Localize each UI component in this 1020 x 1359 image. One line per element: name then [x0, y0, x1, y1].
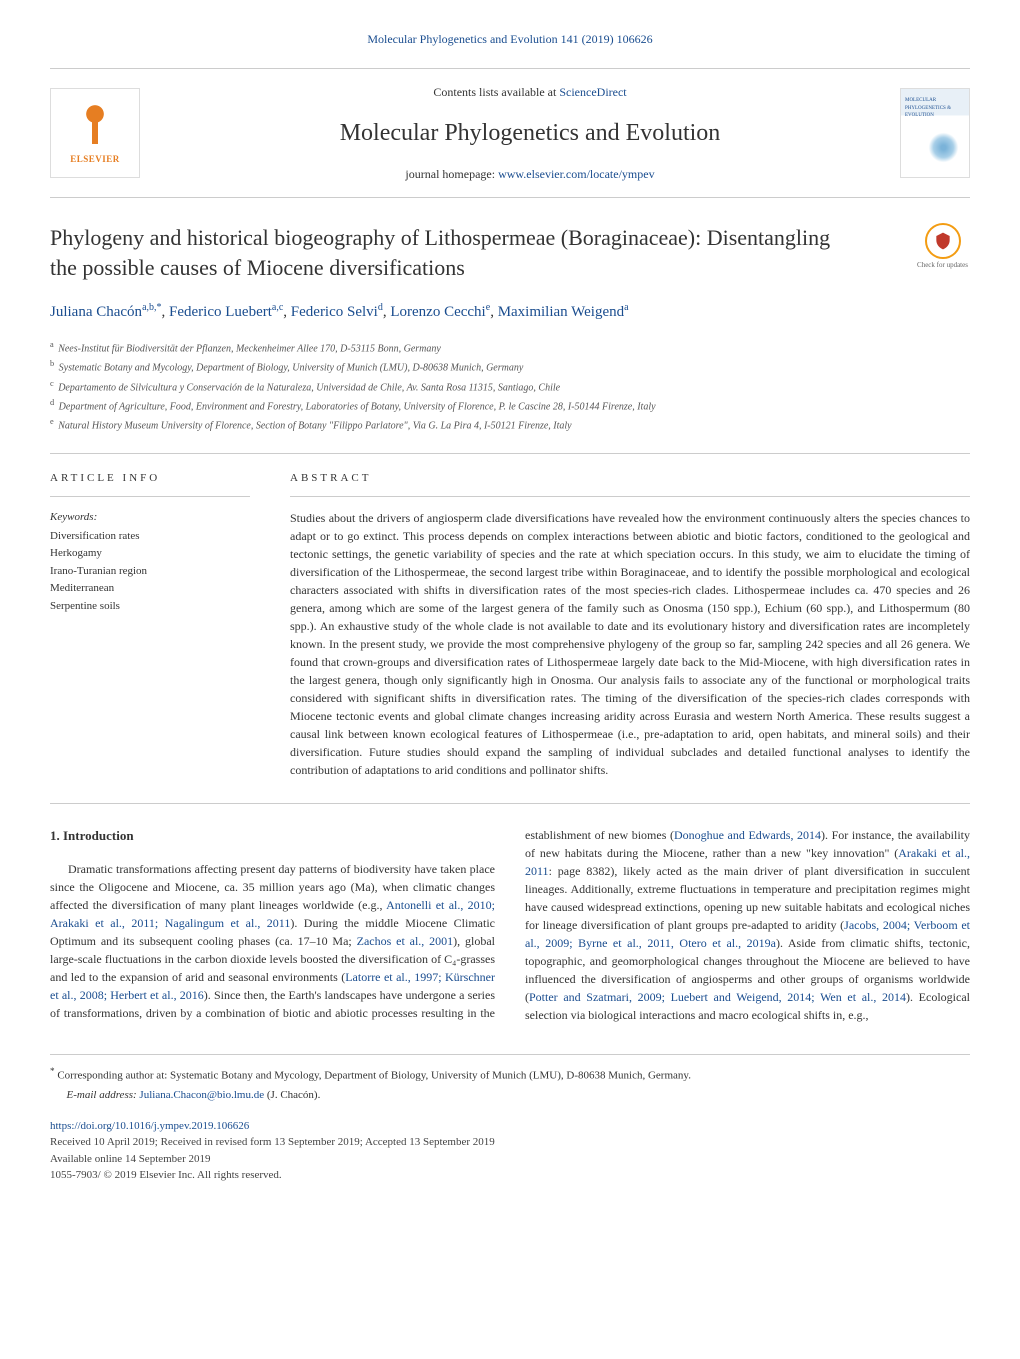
abstract-divider — [290, 496, 970, 497]
author-4-aff[interactable]: e — [486, 302, 490, 313]
keywords-list: Diversification rates Herkogamy Irano-Tu… — [50, 528, 250, 616]
keyword-item: Diversification rates — [50, 528, 250, 546]
check-updates-text: Check for updates — [915, 262, 970, 270]
contents-line: Contents lists available at ScienceDirec… — [160, 83, 900, 101]
author-3[interactable]: Federico Selvi — [291, 304, 378, 320]
doi-line: https://doi.org/10.1016/j.ympev.2019.106… — [50, 1118, 970, 1135]
doi-link[interactable]: https://doi.org/10.1016/j.ympev.2019.106… — [50, 1120, 249, 1132]
elsevier-logo: ELSEVIER — [50, 88, 140, 178]
author-3-aff[interactable]: d — [378, 302, 383, 313]
affiliation-a: a Nees-Institut für Biodiversität der Pf… — [50, 338, 970, 357]
info-divider — [50, 496, 250, 497]
author-2[interactable]: Federico Luebert — [169, 304, 272, 320]
affiliation-a-text: Nees-Institut für Biodiversität der Pfla… — [58, 343, 441, 354]
abstract-text: Studies about the drivers of angiosperm … — [290, 509, 970, 779]
cover-label: MOLECULAR PHYLOGENETICS & EVOLUTION — [901, 89, 969, 120]
contents-text: Contents lists available at — [433, 85, 559, 99]
sciencedirect-link[interactable]: ScienceDirect — [559, 85, 626, 99]
corresponding-text: Corresponding author at: Systematic Bota… — [57, 1070, 691, 1082]
received-dates: Received 10 April 2019; Received in revi… — [50, 1134, 970, 1151]
article-info-column: ARTICLE INFO Keywords: Diversification r… — [50, 470, 250, 780]
intro-heading: 1. Introduction — [50, 826, 495, 846]
keyword-item: Serpentine soils — [50, 598, 250, 616]
author-5-aff[interactable]: a — [624, 302, 628, 313]
email-label: E-mail address: — [67, 1089, 140, 1101]
affiliation-e: e Natural History Museum University of F… — [50, 415, 970, 434]
main-body: 1. Introduction Dramatic transformations… — [50, 803, 970, 1024]
journal-cover-thumbnail: MOLECULAR PHYLOGENETICS & EVOLUTION — [900, 88, 970, 178]
keyword-item: Mediterranean — [50, 580, 250, 598]
affiliation-b: b Systematic Botany and Mycology, Depart… — [50, 357, 970, 376]
affiliation-e-text: Natural History Museum University of Flo… — [58, 421, 571, 432]
keyword-item: Irano-Turanian region — [50, 563, 250, 581]
email-link[interactable]: Juliana.Chacon@bio.lmu.de — [139, 1089, 264, 1101]
available-date: Available online 14 September 2019 — [50, 1151, 970, 1168]
article-info-heading: ARTICLE INFO — [50, 470, 250, 487]
affiliation-d-text: Department of Agriculture, Food, Environ… — [59, 401, 656, 412]
check-updates-icon — [925, 223, 961, 259]
author-1-aff[interactable]: a,b, — [142, 302, 156, 313]
title-row: Phylogeny and historical biogeography of… — [50, 223, 970, 300]
intro-paragraph: Dramatic transformations affecting prese… — [50, 826, 970, 1024]
info-abstract-row: ARTICLE INFO Keywords: Diversification r… — [50, 453, 970, 780]
copyright-line: 1055-7903/ © 2019 Elsevier Inc. All righ… — [50, 1167, 970, 1184]
email-person: (J. Chacón). — [264, 1089, 320, 1101]
header-bar: ELSEVIER Contents lists available at Sci… — [50, 68, 970, 198]
authors-line: Juliana Chacóna,b,*, Federico Lueberta,c… — [50, 300, 970, 324]
author-1-star[interactable]: * — [157, 302, 162, 313]
keywords-label: Keywords: — [50, 509, 250, 526]
email-note: E-mail address: Juliana.Chacon@bio.lmu.d… — [50, 1087, 970, 1104]
homepage-line: journal homepage: www.elsevier.com/locat… — [160, 165, 900, 183]
journal-reference: Molecular Phylogenetics and Evolution 14… — [50, 30, 970, 48]
header-center: Contents lists available at ScienceDirec… — [160, 83, 900, 183]
elsevier-text: ELSEVIER — [70, 153, 120, 167]
author-5[interactable]: Maximilian Weigend — [498, 304, 624, 320]
affiliation-c: c Departamento de Silvicultura y Conserv… — [50, 377, 970, 396]
elsevier-tree-icon — [70, 99, 120, 149]
article-title: Phylogeny and historical biogeography of… — [50, 223, 915, 282]
abstract-heading: ABSTRACT — [290, 470, 970, 487]
corresponding-author-note: * Corresponding author at: Systematic Bo… — [50, 1065, 970, 1084]
footer-divider — [50, 1054, 970, 1055]
journal-ref-link[interactable]: Molecular Phylogenetics and Evolution 14… — [367, 32, 652, 46]
citation-link[interactable]: Zachos et al., 2001 — [357, 934, 454, 948]
homepage-label: journal homepage: — [405, 167, 498, 181]
author-1[interactable]: Juliana Chacón — [50, 304, 142, 320]
journal-title: Molecular Phylogenetics and Evolution — [160, 115, 900, 151]
citation-link[interactable]: Donoghue and Edwards, 2014 — [674, 828, 821, 842]
abstract-column: ABSTRACT Studies about the drivers of an… — [290, 470, 970, 780]
affiliation-c-text: Departamento de Silvicultura y Conservac… — [58, 382, 560, 393]
affiliations: a Nees-Institut für Biodiversität der Pf… — [50, 338, 970, 435]
citation-link[interactable]: Potter and Szatmari, 2009; Luebert and W… — [529, 990, 906, 1004]
check-updates-badge[interactable]: Check for updates — [915, 223, 970, 278]
affiliation-b-text: Systematic Botany and Mycology, Departme… — [59, 363, 524, 374]
author-2-aff[interactable]: a,c — [272, 302, 283, 313]
affiliation-d: d Department of Agriculture, Food, Envir… — [50, 396, 970, 415]
homepage-link[interactable]: www.elsevier.com/locate/ympev — [498, 167, 655, 181]
author-4[interactable]: Lorenzo Cecchi — [390, 304, 485, 320]
keyword-item: Herkogamy — [50, 545, 250, 563]
